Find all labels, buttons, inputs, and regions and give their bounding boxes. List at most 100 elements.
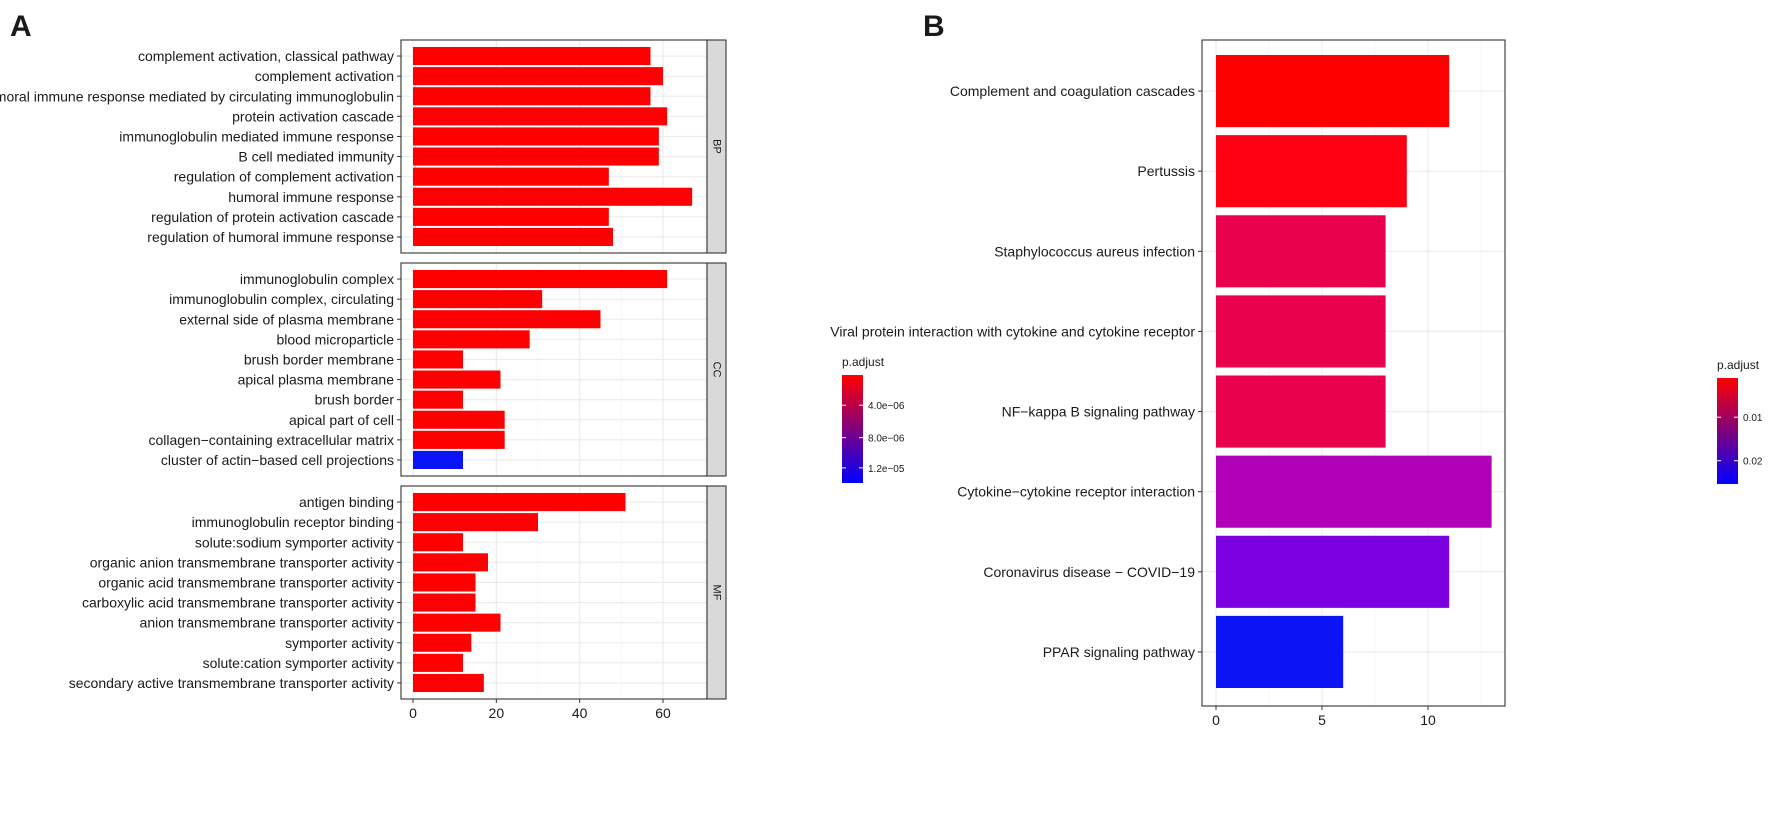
category-label: PPAR signaling pathway	[1043, 644, 1195, 660]
x-tick-label: 60	[655, 705, 671, 721]
category-label: NF−kappa B signaling pathway	[1002, 404, 1195, 420]
bar	[413, 390, 463, 409]
x-tick-label: 5	[1318, 712, 1326, 728]
chart-a-legend: p.adjust 4.0e−06 8.0e−06 1.2e−05	[842, 355, 905, 483]
category-label: blood microparticle	[277, 331, 395, 347]
legend-b-colorbar	[1717, 378, 1738, 484]
bar	[413, 553, 488, 572]
category-label: Cytokine−cytokine receptor interaction	[957, 484, 1195, 500]
category-label: Coronavirus disease − COVID−19	[983, 564, 1195, 580]
bar	[413, 493, 626, 512]
bar	[413, 67, 663, 86]
bar	[413, 47, 651, 66]
bar	[413, 653, 463, 672]
category-label: antigen binding	[299, 494, 394, 510]
legend-tick-label: 8.0e−06	[868, 434, 905, 445]
bar	[413, 350, 463, 369]
category-label: regulation of complement activation	[174, 169, 394, 185]
category-label: immunoglobulin mediated immune response	[119, 128, 394, 144]
category-label: regulation of humoral immune response	[147, 229, 394, 245]
category-label: immunoglobulin complex	[240, 271, 394, 287]
facet-cc: immunoglobulin complex immunoglobulin com…	[148, 262, 727, 477]
category-label: complement activation	[255, 68, 394, 84]
panel-letter-b: B	[923, 10, 945, 43]
legend-tick-label: 1.2e−05	[868, 464, 905, 475]
category-label: carboxylic acid transmembrane transporte…	[82, 595, 394, 611]
category-label: Pertussis	[1137, 163, 1195, 179]
category-label: organic acid transmembrane transporter a…	[98, 574, 394, 590]
category-label: immunoglobulin complex, circulating	[169, 291, 394, 307]
category-label: B cell mediated immunity	[238, 149, 394, 165]
bar	[413, 593, 476, 612]
category-label: solute:sodium symporter activity	[195, 534, 394, 550]
x-tick-label: 0	[1212, 712, 1220, 728]
bar	[1216, 55, 1450, 128]
bar	[413, 410, 505, 429]
bar	[1216, 375, 1386, 448]
legend-tick-label: 4.0e−06	[868, 401, 905, 412]
category-label: brush border membrane	[244, 351, 394, 367]
category-label: protein activation cascade	[232, 108, 394, 124]
category-label: Viral protein interaction with cytokine …	[830, 323, 1195, 339]
bar	[1216, 535, 1450, 608]
bar	[413, 227, 613, 246]
legend-a-title: p.adjust	[842, 355, 885, 369]
bar	[413, 430, 505, 449]
bar	[413, 533, 463, 552]
chart-b-x-axis: 0 5 10	[1212, 706, 1436, 728]
bar	[413, 87, 651, 106]
category-label: brush border	[315, 392, 395, 408]
category-label: humoral immune response mediated by circ…	[0, 88, 394, 104]
chart-a-x-axis: 0 20 40 60	[409, 699, 671, 721]
category-label: regulation of protein activation cascade	[151, 209, 394, 225]
category-label: cluster of actin−based cell projections	[161, 452, 394, 468]
legend-tick-label: 0.02	[1743, 457, 1763, 468]
x-tick-label: 40	[572, 705, 588, 721]
bar	[413, 370, 501, 389]
facet-strip-label: BP	[711, 139, 723, 154]
bar	[413, 147, 659, 166]
chart-b-legend: p.adjust 0.01 0.02	[1717, 358, 1763, 484]
panel-letter-a: A	[10, 10, 32, 43]
bar	[413, 127, 659, 146]
bar	[413, 270, 668, 289]
plot-border	[1201, 39, 1506, 707]
bar	[413, 290, 543, 309]
facet-mf: antigen binding immunoglobulin receptor b…	[69, 485, 727, 700]
legend-tick-label: 0.01	[1743, 413, 1763, 424]
facet-strip	[706, 39, 727, 254]
legend-a-colorbar	[842, 375, 863, 483]
category-label: Complement and coagulation cascades	[950, 83, 1195, 99]
bar	[413, 187, 693, 206]
category-label: collagen−containing extracellular matrix	[148, 432, 394, 448]
bar	[1216, 615, 1344, 688]
chart-a: A complement activation, classical pathw…	[0, 10, 905, 721]
facet-strip	[706, 485, 727, 700]
category-label: immunoglobulin receptor binding	[192, 514, 394, 530]
bar	[413, 673, 484, 692]
category-label: complement activation, classical pathway	[138, 48, 394, 64]
facet-strip-label: MF	[711, 585, 723, 601]
category-label: organic anion transmembrane transporter …	[90, 554, 394, 570]
bar	[413, 573, 476, 592]
bar	[413, 633, 472, 652]
facet-strip-label: CC	[711, 362, 723, 378]
bar	[413, 513, 538, 532]
bar	[413, 330, 530, 349]
category-label: Staphylococcus aureus infection	[994, 243, 1195, 259]
category-label: secondary active transmembrane transport…	[69, 675, 394, 691]
bar	[413, 450, 463, 469]
chart-b: B Complement and coagulation cascades Per…	[830, 10, 1763, 728]
bar	[413, 167, 609, 186]
bar	[413, 207, 609, 226]
x-tick-label: 10	[1420, 712, 1436, 728]
category-label: solute:cation symporter activity	[203, 655, 394, 671]
category-label: apical part of cell	[289, 412, 394, 428]
x-tick-label: 0	[409, 705, 417, 721]
bar	[1216, 135, 1407, 208]
category-label: symporter activity	[285, 635, 394, 651]
bar	[413, 107, 668, 126]
category-label: external side of plasma membrane	[179, 311, 394, 327]
x-tick-label: 20	[489, 705, 505, 721]
